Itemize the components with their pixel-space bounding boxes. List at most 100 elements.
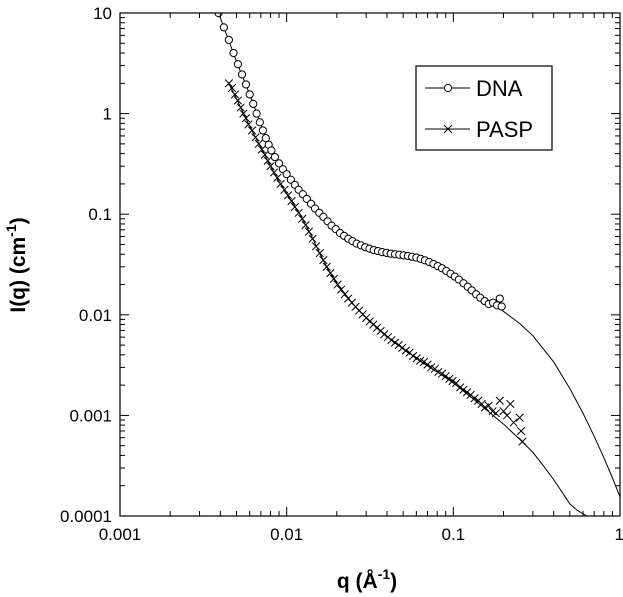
data-point-dna — [274, 159, 284, 168]
data-point-pasp — [408, 351, 418, 361]
data-point-pasp — [518, 437, 527, 446]
data-point-pasp — [502, 411, 512, 420]
data-point-pasp — [470, 394, 479, 403]
data-point-dna — [261, 134, 270, 143]
data-point-dna — [229, 48, 238, 58]
data-point-pasp — [276, 179, 285, 189]
legend-label-pasp: PASP — [476, 117, 533, 142]
data-point-pasp — [283, 191, 293, 200]
data-point-pasp — [224, 79, 234, 88]
data-point-pasp — [301, 220, 310, 230]
data-point-dna — [219, 23, 228, 32]
data-point-pasp — [491, 409, 501, 418]
data-point-dna — [258, 126, 267, 135]
data-point-dna — [237, 70, 247, 79]
data-point-pasp — [315, 249, 324, 258]
x-axis-title-exponent: -1 — [378, 566, 391, 582]
data-point-dna — [270, 152, 279, 162]
y-axis-title-end: ) — [7, 217, 30, 224]
data-point-pasp — [419, 357, 429, 367]
data-point-pasp — [326, 268, 335, 278]
data-point-pasp — [241, 114, 251, 123]
data-point-pasp — [495, 396, 504, 405]
data-point-pasp — [319, 255, 328, 265]
y-tick-label: 10 — [93, 4, 112, 23]
data-point-pasp — [441, 372, 450, 381]
data-point-pasp — [254, 139, 263, 149]
data-point-dna — [245, 90, 254, 99]
y-tick-label: 0.001 — [69, 406, 112, 425]
y-axis-title-exponent: -1 — [3, 224, 19, 237]
y-tick-label: 0.1 — [88, 205, 112, 224]
data-point-pasp — [390, 338, 400, 347]
y-axis-title: I(q) (cm-1) — [3, 217, 30, 312]
data-point-pasp — [244, 120, 253, 129]
data-point-dna — [224, 35, 233, 45]
data-point-pasp — [394, 340, 403, 350]
data-point-pasp — [423, 360, 432, 369]
data-point-pasp — [340, 290, 349, 299]
data-point-pasp — [333, 280, 342, 289]
data-point-pasp — [260, 150, 270, 159]
data-point-pasp — [437, 369, 447, 378]
data-point-pasp — [273, 173, 282, 182]
data-point-dna — [267, 146, 276, 155]
data-point-pasp — [287, 196, 296, 206]
x-tick-label: 0.001 — [99, 525, 142, 544]
data-point-dna — [249, 99, 258, 108]
data-point-pasp — [280, 185, 289, 194]
data-point-pasp — [239, 109, 248, 118]
x-tick-label: 0.1 — [442, 525, 466, 544]
y-tick-label: 0.0001 — [60, 507, 112, 526]
data-point-pasp — [516, 426, 526, 436]
data-point-dna — [497, 302, 506, 311]
data-point-dna — [241, 80, 251, 89]
data-point-pasp — [266, 162, 275, 171]
data-point-pasp — [298, 214, 307, 223]
data-layer — [214, 13, 620, 516]
data-point-pasp — [412, 354, 421, 363]
data-point-pasp — [308, 234, 317, 243]
data-point-pasp — [329, 274, 339, 283]
data-point-pasp — [263, 156, 272, 165]
data-point-pasp — [462, 388, 472, 397]
x-axis-title-end: ) — [390, 570, 397, 593]
legend-marker-dna — [443, 83, 453, 93]
x-tick-label: 0.01 — [270, 525, 303, 544]
data-point-pasp — [380, 330, 389, 339]
plot-frame — [119, 12, 621, 517]
x-axis-title-base: q (Å — [337, 569, 378, 593]
data-point-pasp — [304, 227, 314, 236]
data-point-pasp — [294, 208, 303, 218]
legend-box — [415, 65, 553, 151]
data-point-pasp — [506, 399, 515, 409]
data-point-dna — [282, 170, 291, 179]
data-point-pasp — [387, 335, 396, 345]
legend-marker-pasp — [443, 124, 453, 134]
x-axis-title: q (Å-1) — [337, 566, 397, 593]
data-point-pasp — [290, 202, 300, 212]
data-point-pasp — [269, 168, 279, 177]
data-point-pasp — [459, 385, 468, 394]
x-tick-label: 1 — [615, 525, 623, 544]
data-point-pasp — [484, 401, 493, 410]
data-point-pasp — [230, 90, 240, 99]
y-tick-label: 0.01 — [79, 306, 112, 325]
data-point-pasp — [322, 262, 331, 271]
data-point-pasp — [311, 242, 321, 251]
data-point-pasp — [257, 145, 267, 154]
data-point-pasp — [336, 285, 346, 294]
data-point-pasp — [515, 413, 524, 422]
data-point-pasp — [233, 96, 243, 105]
data-point-pasp — [509, 418, 518, 427]
data-point-dna — [255, 118, 264, 127]
data-point-dna — [233, 60, 243, 69]
data-point-dna — [252, 109, 261, 118]
data-point-pasp — [251, 133, 260, 142]
legend: DNA PASP — [415, 65, 553, 151]
legend-label-dna: DNA — [476, 76, 523, 101]
data-point-pasp — [236, 103, 245, 112]
y-axis-title-base: I(q) (cm — [7, 237, 30, 313]
data-point-pasp — [247, 126, 257, 135]
